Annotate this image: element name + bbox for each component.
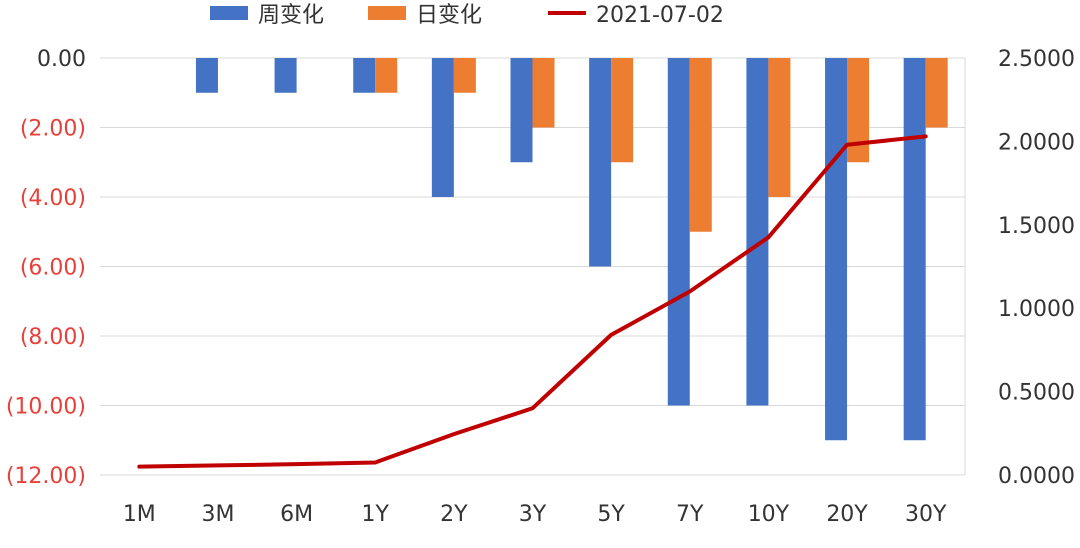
x-tick-label: 1Y: [362, 502, 390, 527]
y-left-tick-label: (8.00): [20, 325, 86, 350]
x-tick-label: 2Y: [440, 502, 468, 527]
legend-swatch: [210, 6, 248, 20]
x-tick-label: 5Y: [597, 502, 625, 527]
bar-daily: [532, 58, 555, 128]
bar-weekly: [353, 58, 376, 93]
bar-weekly: [431, 58, 454, 197]
line-series: [137, 134, 928, 469]
x-tick-label: 7Y: [676, 502, 704, 527]
legend-label: 日变化: [416, 3, 482, 28]
legend: 周变化 日变化 2021-07-02: [210, 3, 724, 28]
legend-label: 周变化: [258, 3, 324, 28]
y-left-tick-label: 0.00: [37, 47, 86, 72]
y-right-tick-label: 1.0000: [998, 297, 1075, 322]
y-right-tick-label: 2.0000: [998, 130, 1075, 155]
legend-swatch: [368, 6, 406, 20]
y-right-tick-label: 0.0000: [998, 464, 1075, 489]
y-left-tick-label: (6.00): [20, 256, 86, 281]
x-axis: 1M 3M 6M 1Y 2Y 3Y 5Y 7Y 10Y 20Y 30Y: [123, 502, 947, 527]
bar-daily: [375, 58, 398, 93]
y-left-tick-label: (2.00): [20, 117, 86, 142]
bar-daily: [925, 58, 948, 128]
y-left-tick-label: (4.00): [20, 186, 86, 211]
line-2021-07-02: [137, 134, 928, 469]
bar-daily: [768, 58, 791, 197]
y-right-tick-label: 2.5000: [998, 47, 1075, 72]
y-axis-left: 0.00 (2.00) (4.00) (6.00) (8.00) (10.00) (12.0…: [6, 47, 86, 489]
bar-daily: [453, 58, 476, 93]
gridlines: [100, 57, 966, 476]
y-right-tick-label: 0.5000: [998, 381, 1075, 406]
bar-weekly: [903, 58, 926, 441]
y-right-tick-label: 1.5000: [998, 214, 1075, 239]
x-tick-label: 1M: [123, 502, 156, 527]
bar-daily: [847, 58, 870, 163]
bar-weekly: [746, 58, 769, 406]
bar-daily: [611, 58, 634, 163]
x-tick-label: 3Y: [519, 502, 547, 527]
legend-label: 2021-07-02: [596, 3, 724, 28]
bar-weekly: [825, 58, 848, 441]
x-tick-label: 30Y: [905, 502, 947, 527]
bars: [195, 58, 948, 441]
y-axis-right: 2.5000 2.0000 1.5000 1.0000 0.5000 0.0000: [998, 47, 1075, 489]
bar-weekly: [589, 58, 612, 267]
y-left-tick-label: (12.00): [6, 464, 86, 489]
bar-weekly: [667, 58, 690, 406]
x-tick-label: 20Y: [826, 502, 868, 527]
bar-weekly: [195, 58, 218, 93]
bar-daily: [689, 58, 712, 232]
bar-weekly: [274, 58, 297, 93]
y-left-tick-label: (10.00): [6, 395, 86, 420]
x-tick-label: 10Y: [748, 502, 790, 527]
x-tick-label: 3M: [201, 502, 234, 527]
x-tick-label: 6M: [280, 502, 313, 527]
bar-weekly: [510, 58, 533, 163]
